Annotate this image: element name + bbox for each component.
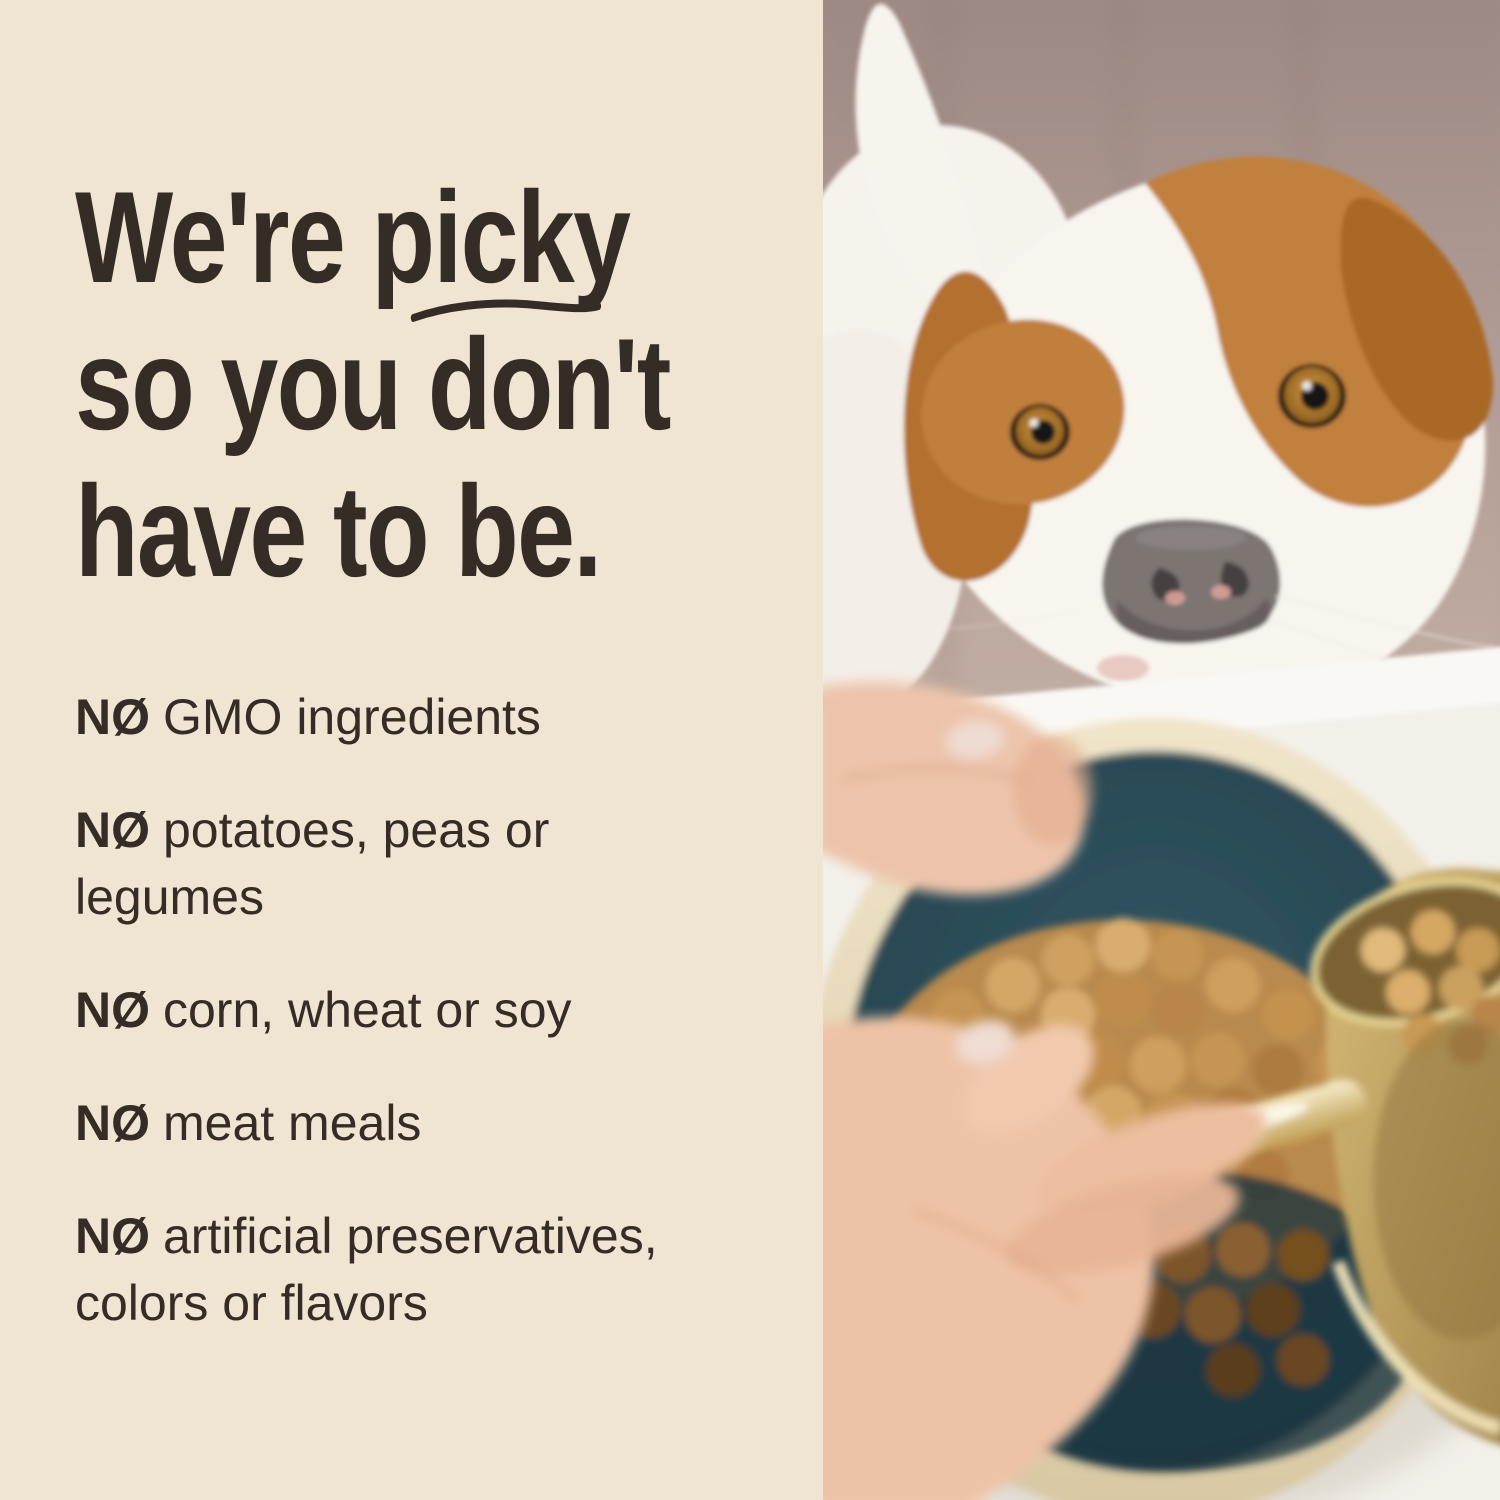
no-prefix: NØ — [75, 1208, 150, 1264]
dog-right-eye — [1278, 364, 1346, 428]
headline-line1: We're picky — [75, 164, 670, 322]
dog-right-ear — [1340, 197, 1494, 441]
benefit-item-potatoes: NØ potatoes, peas or legumes — [75, 797, 723, 931]
hand-drawn-underline-icon — [410, 299, 602, 322]
benefit-text: meat meals — [163, 1095, 422, 1151]
no-prefix: NØ — [75, 689, 150, 745]
dog-tail — [855, 3, 984, 313]
benefit-text: corn, wheat or soy — [163, 982, 572, 1038]
benefit-text: artificial preservatives, colors or flav… — [75, 1208, 658, 1331]
dog — [823, 3, 1496, 712]
benefit-item-gmo: NØ GMO ingredients — [75, 684, 723, 751]
headline-line2: so you don't — [75, 311, 671, 457]
benefit-text: potatoes, peas or legumes — [75, 802, 550, 925]
no-prefix: NØ — [75, 982, 150, 1038]
benefit-text: GMO ingredients — [163, 689, 541, 745]
hand-on-bowl — [823, 681, 1093, 895]
headline-line3: have to be. — [75, 458, 602, 604]
dog-left-eye — [1010, 404, 1070, 460]
headline-emphasis-word: picky — [371, 164, 631, 322]
benefit-item-corn: NØ corn, wheat or soy — [75, 977, 723, 1044]
benefit-item-meat-meals: NØ meat meals — [75, 1090, 723, 1157]
no-prefix: NØ — [75, 802, 150, 858]
headline-emphasis-text: picky — [371, 164, 631, 310]
thumbnail — [955, 1019, 1015, 1065]
dog-lip — [1097, 655, 1149, 681]
benefit-item-artificial: NØ artificial preservatives, colors or fl… — [75, 1203, 723, 1337]
benefits-list: NØ GMO ingredients NØ potatoes, peas or le… — [75, 684, 723, 1383]
headline-line1-pre: We're — [75, 164, 372, 310]
text-panel: We're picky so you don't have to be. NØ G… — [0, 0, 823, 1500]
hand-holding-scoop — [823, 1017, 1267, 1500]
dog-photo — [823, 0, 1500, 1500]
dog-nose — [1102, 519, 1281, 644]
headline: We're picky so you don't have to be. — [75, 164, 671, 605]
no-prefix: NØ — [75, 1095, 150, 1151]
fingernail — [946, 720, 1004, 760]
